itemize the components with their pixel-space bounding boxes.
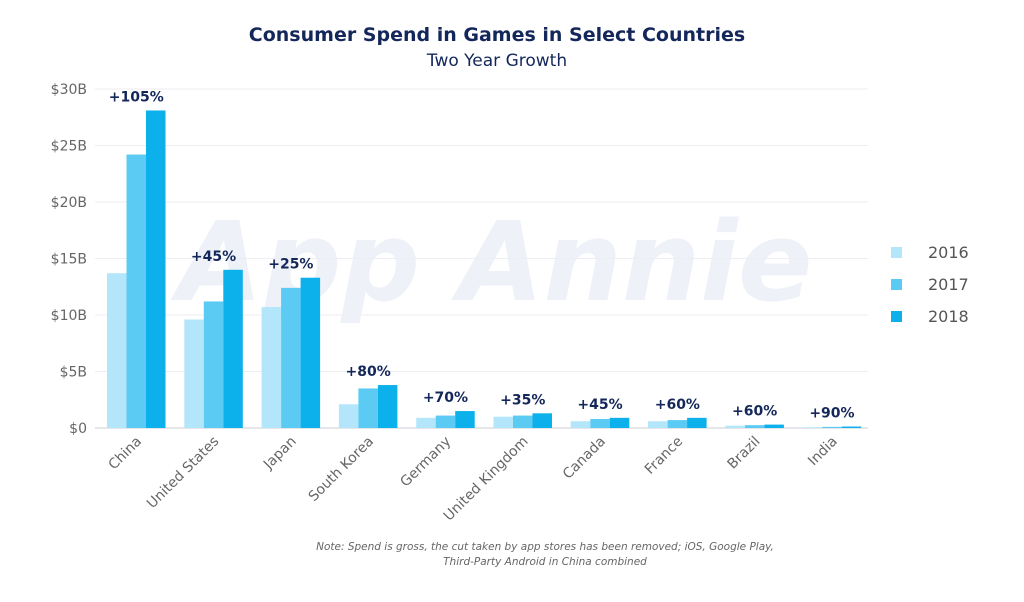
- y-tick-label: $10B: [51, 308, 87, 324]
- bar: [725, 425, 745, 428]
- x-tick-label: Canada: [560, 434, 609, 483]
- legend-item: 2018: [891, 300, 969, 332]
- bar: [822, 426, 842, 428]
- bar: [802, 427, 823, 429]
- bar: [764, 424, 784, 428]
- footnote-line-1: Note: Spend is gross, the cut taken by a…: [316, 541, 774, 553]
- footnote: Note: Spend is gross, the cut taken by a…: [250, 540, 840, 570]
- y-tick-label: $0: [69, 421, 87, 437]
- growth-label: +60%: [655, 397, 700, 413]
- bars: [107, 110, 862, 429]
- bar: [146, 110, 166, 428]
- bar: [203, 301, 224, 428]
- y-tick-label: $20B: [51, 195, 87, 211]
- growth-label: +25%: [268, 257, 313, 273]
- bar: [338, 404, 359, 428]
- x-tick-label: France: [642, 434, 686, 478]
- bar: [261, 307, 282, 428]
- growth-label: +70%: [423, 390, 468, 406]
- bar: [377, 385, 398, 428]
- growth-label: +45%: [577, 397, 622, 413]
- bar: [532, 413, 552, 428]
- watermark-text: App Annie: [170, 198, 813, 326]
- legend-swatch: [891, 246, 902, 258]
- bar: [223, 269, 243, 428]
- footnote-line-2: Third-Party Android in China combined: [443, 556, 647, 568]
- bar: [358, 388, 378, 428]
- x-tick-label: Germany: [397, 434, 454, 491]
- bar: [107, 273, 127, 428]
- bar: [513, 415, 533, 428]
- x-tick-label: India: [805, 434, 841, 470]
- bar: [648, 421, 668, 428]
- growth-label: +35%: [500, 392, 545, 408]
- bar: [493, 416, 513, 428]
- legend-swatch: [891, 310, 902, 322]
- legend-label: 2016: [928, 242, 969, 262]
- legend-label: 2017: [928, 274, 969, 294]
- bar: [455, 411, 475, 428]
- growth-label: +45%: [191, 249, 236, 265]
- growth-label: +90%: [809, 406, 854, 422]
- bar: [570, 421, 591, 428]
- growth-label: +80%: [346, 364, 391, 380]
- x-tick-label: United Kingdom: [441, 434, 532, 525]
- y-tick-label: $5B: [60, 365, 87, 381]
- y-tick-label: $25B: [51, 139, 87, 155]
- chart-title: Consumer Spend in Games in Select Countr…: [248, 24, 746, 46]
- legend-item: 2017: [891, 268, 969, 300]
- bar: [667, 420, 688, 428]
- y-tick-label: $15B: [51, 252, 87, 268]
- bar: [590, 418, 610, 428]
- bar: [609, 417, 630, 428]
- bar: [184, 319, 204, 428]
- bar: [126, 154, 146, 429]
- x-tick-label: China: [105, 434, 145, 474]
- bar: [435, 415, 456, 428]
- chart-subtitle: Two Year Growth: [426, 51, 568, 71]
- y-tick-label: $30B: [51, 82, 87, 98]
- bar: [841, 426, 862, 428]
- legend-item: 2016: [891, 236, 969, 268]
- growth-label: +105%: [109, 89, 164, 105]
- bar: [744, 425, 765, 428]
- growth-label: +60%: [732, 404, 777, 420]
- watermark: App Annie: [170, 198, 813, 326]
- bar: [416, 417, 436, 428]
- bar: [687, 417, 707, 428]
- legend-label: 2018: [928, 306, 969, 326]
- legend-swatch: [891, 278, 902, 290]
- bar: [300, 277, 321, 428]
- x-tick-label: South Korea: [306, 434, 377, 505]
- x-tick-label: Brazil: [725, 434, 764, 473]
- legend: 2016 2017 2018: [891, 236, 969, 332]
- x-tick-label: Japan: [260, 434, 300, 474]
- bar: [281, 287, 301, 428]
- x-tick-label: United States: [144, 434, 222, 512]
